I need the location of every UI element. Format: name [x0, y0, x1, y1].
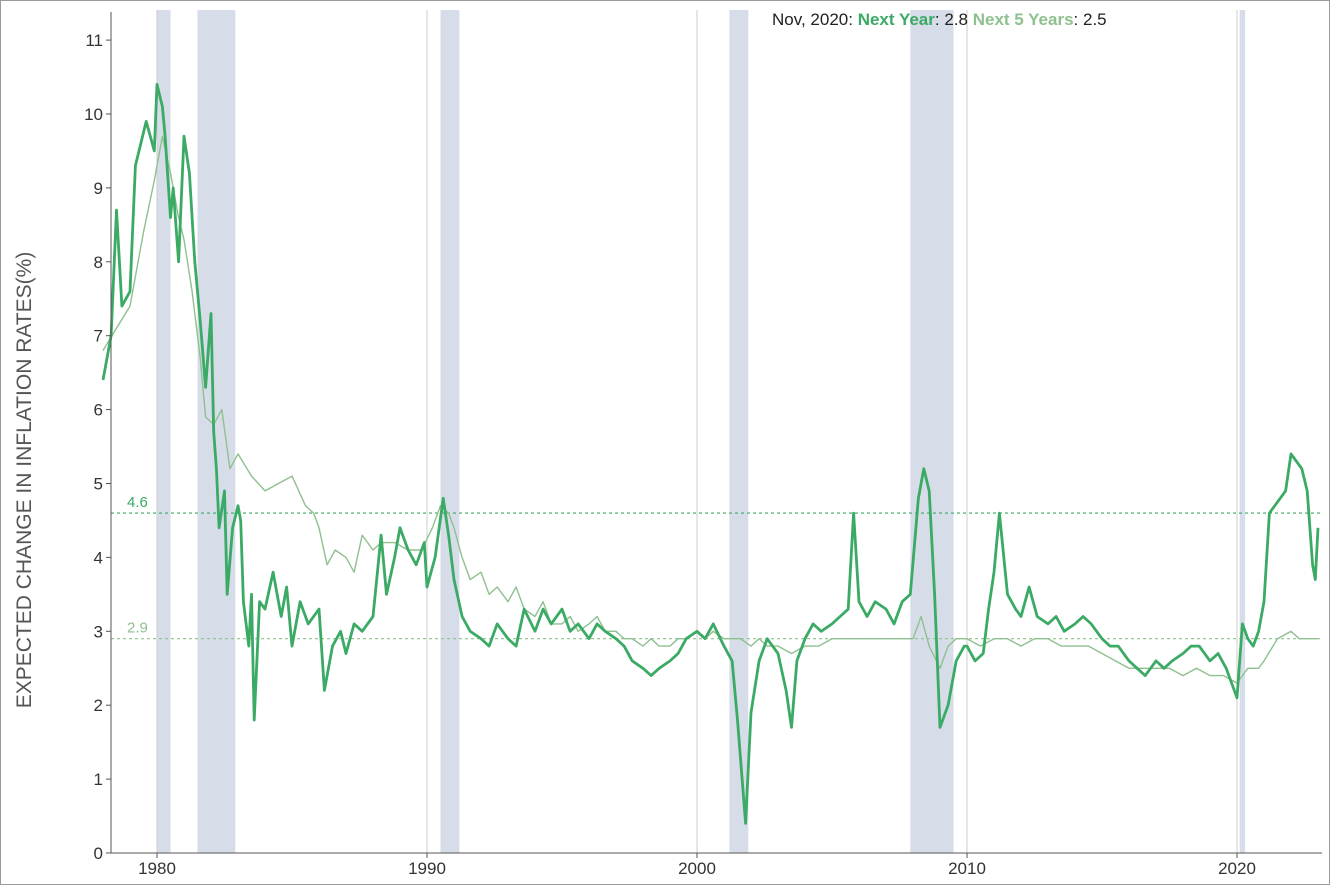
- recession-bands: [157, 10, 1246, 853]
- reference-lines: 4.6 2.9: [111, 494, 1322, 640]
- recession-band: [729, 10, 749, 853]
- series-line-next-year: [101, 83, 1320, 825]
- legend-header: Nov, 2020: Next Year: 2.8 Next 5 Years: …: [772, 10, 1107, 29]
- reference-label: 4.6: [127, 494, 148, 511]
- y-tick-label: 1: [94, 770, 103, 789]
- recession-band: [440, 10, 460, 853]
- recession-band: [157, 10, 171, 853]
- series-line-next-5-years: [102, 135, 1318, 684]
- axes: [110, 12, 1322, 854]
- reference-label: 2.9: [127, 620, 148, 637]
- y-tick-label: 11: [85, 31, 103, 50]
- y-tick-label: 8: [94, 253, 103, 272]
- recession-band: [1239, 10, 1246, 853]
- y-tick-label: 2: [94, 696, 103, 715]
- y-tick-label: 5: [94, 475, 103, 494]
- recession-band: [197, 10, 236, 853]
- x-tick-label: 2000: [678, 859, 716, 878]
- x-tick-label: 2020: [1218, 859, 1256, 878]
- y-tick-label: 3: [94, 622, 103, 641]
- series1-value: 2.8: [944, 10, 968, 29]
- x-tick-label: 1980: [138, 859, 176, 878]
- recession-band: [910, 10, 954, 853]
- vertical-grid: [156, 10, 1238, 853]
- y-tick-label: 7: [94, 327, 103, 346]
- y-tick-label: 10: [84, 105, 103, 124]
- y-axis-label: EXPECTED CHANGE IN INFLATION RATES(%): [13, 252, 36, 709]
- date-label: Nov, 2020: [772, 10, 849, 29]
- y-tick-label: 0: [94, 844, 103, 863]
- x-tick-label: 2010: [948, 859, 986, 878]
- series-lines: [101, 83, 1320, 825]
- y-tick-label: 9: [94, 179, 103, 198]
- y-tick-label: 4: [94, 548, 103, 567]
- y-tick-label: 6: [94, 401, 103, 420]
- series1-name: Next Year: [857, 10, 935, 29]
- series2-name: Next 5 Years: [972, 10, 1074, 29]
- y-tick-labels: 0 1 2 3 4 5 6 7 8 9 10 11: [84, 31, 111, 863]
- series2-value: 2.5: [1083, 10, 1107, 29]
- x-tick-labels: 1980 1990 2000 2010 2020: [138, 853, 1256, 878]
- x-tick-label: 1990: [408, 859, 446, 878]
